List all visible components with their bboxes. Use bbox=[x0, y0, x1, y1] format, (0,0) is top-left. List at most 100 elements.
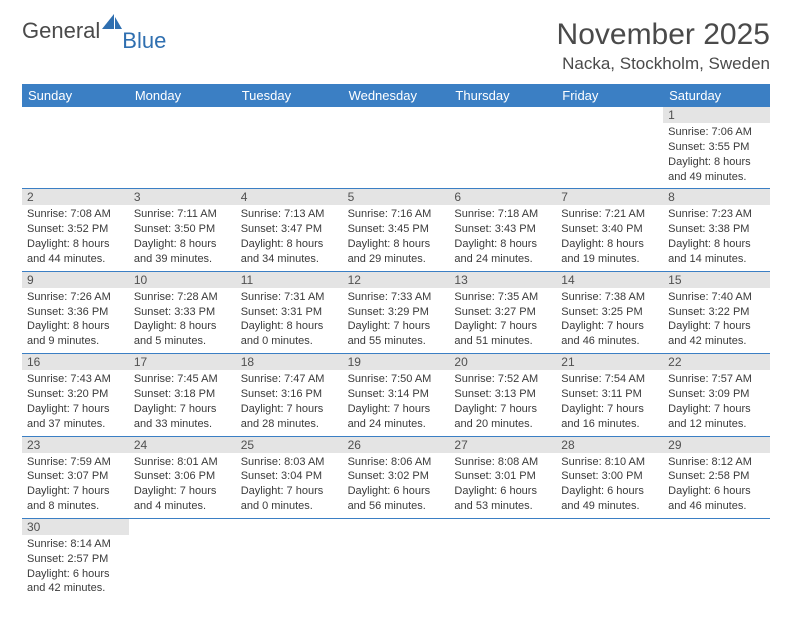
sunset-text: Sunset: 3:52 PM bbox=[27, 222, 124, 237]
sunrise-text: Sunrise: 8:08 AM bbox=[454, 455, 551, 470]
sunset-text: Sunset: 3:33 PM bbox=[134, 305, 231, 320]
day-number: 24 bbox=[129, 437, 236, 453]
day-details: Sunrise: 8:14 AMSunset: 2:57 PMDaylight:… bbox=[22, 535, 129, 600]
day-details: Sunrise: 7:35 AMSunset: 3:27 PMDaylight:… bbox=[449, 288, 556, 353]
daylight-text: Daylight: 7 hours and 33 minutes. bbox=[134, 402, 231, 432]
day-cell: 12Sunrise: 7:33 AMSunset: 3:29 PMDayligh… bbox=[343, 272, 450, 353]
day-cell: 8Sunrise: 7:23 AMSunset: 3:38 PMDaylight… bbox=[663, 189, 770, 270]
sunrise-text: Sunrise: 7:35 AM bbox=[454, 290, 551, 305]
sunrise-text: Sunrise: 7:47 AM bbox=[241, 372, 338, 387]
day-cell: 16Sunrise: 7:43 AMSunset: 3:20 PMDayligh… bbox=[22, 354, 129, 435]
daylight-text: Daylight: 7 hours and 12 minutes. bbox=[668, 402, 765, 432]
location-label: Nacka, Stockholm, Sweden bbox=[557, 54, 770, 74]
day-number: 4 bbox=[236, 189, 343, 205]
sunset-text: Sunset: 3:20 PM bbox=[27, 387, 124, 402]
day-number: 9 bbox=[22, 272, 129, 288]
daylight-text: Daylight: 6 hours and 53 minutes. bbox=[454, 484, 551, 514]
daylight-text: Daylight: 8 hours and 34 minutes. bbox=[241, 237, 338, 267]
daylight-text: Daylight: 6 hours and 56 minutes. bbox=[348, 484, 445, 514]
daylight-text: Daylight: 7 hours and 24 minutes. bbox=[348, 402, 445, 432]
day-cell bbox=[343, 519, 450, 600]
sunset-text: Sunset: 3:29 PM bbox=[348, 305, 445, 320]
day-number: 6 bbox=[449, 189, 556, 205]
day-details: Sunrise: 7:57 AMSunset: 3:09 PMDaylight:… bbox=[663, 370, 770, 435]
day-cell bbox=[556, 519, 663, 600]
day-header: Wednesday bbox=[343, 84, 450, 107]
sunrise-text: Sunrise: 7:06 AM bbox=[668, 125, 765, 140]
day-cell bbox=[449, 519, 556, 600]
daylight-text: Daylight: 8 hours and 24 minutes. bbox=[454, 237, 551, 267]
day-number: 20 bbox=[449, 354, 556, 370]
sunrise-text: Sunrise: 7:54 AM bbox=[561, 372, 658, 387]
daylight-text: Daylight: 8 hours and 9 minutes. bbox=[27, 319, 124, 349]
day-number: 8 bbox=[663, 189, 770, 205]
day-number: 10 bbox=[129, 272, 236, 288]
day-details: Sunrise: 7:47 AMSunset: 3:16 PMDaylight:… bbox=[236, 370, 343, 435]
sunset-text: Sunset: 3:25 PM bbox=[561, 305, 658, 320]
day-cell: 28Sunrise: 8:10 AMSunset: 3:00 PMDayligh… bbox=[556, 437, 663, 518]
day-cell bbox=[663, 519, 770, 600]
day-details: Sunrise: 7:08 AMSunset: 3:52 PMDaylight:… bbox=[22, 205, 129, 270]
day-cell: 24Sunrise: 8:01 AMSunset: 3:06 PMDayligh… bbox=[129, 437, 236, 518]
daylight-text: Daylight: 7 hours and 55 minutes. bbox=[348, 319, 445, 349]
day-cell bbox=[236, 107, 343, 188]
sunrise-text: Sunrise: 7:33 AM bbox=[348, 290, 445, 305]
sunset-text: Sunset: 2:57 PM bbox=[27, 552, 124, 567]
day-details: Sunrise: 7:52 AMSunset: 3:13 PMDaylight:… bbox=[449, 370, 556, 435]
day-cell: 21Sunrise: 7:54 AMSunset: 3:11 PMDayligh… bbox=[556, 354, 663, 435]
sunset-text: Sunset: 3:14 PM bbox=[348, 387, 445, 402]
sunset-text: Sunset: 3:04 PM bbox=[241, 469, 338, 484]
day-number: 21 bbox=[556, 354, 663, 370]
daylight-text: Daylight: 6 hours and 49 minutes. bbox=[561, 484, 658, 514]
day-cell bbox=[129, 519, 236, 600]
day-details: Sunrise: 8:08 AMSunset: 3:01 PMDaylight:… bbox=[449, 453, 556, 518]
day-details: Sunrise: 7:23 AMSunset: 3:38 PMDaylight:… bbox=[663, 205, 770, 270]
day-number: 14 bbox=[556, 272, 663, 288]
logo-text-blue: Blue bbox=[122, 28, 166, 54]
sunset-text: Sunset: 3:13 PM bbox=[454, 387, 551, 402]
day-details: Sunrise: 7:21 AMSunset: 3:40 PMDaylight:… bbox=[556, 205, 663, 270]
day-cell: 23Sunrise: 7:59 AMSunset: 3:07 PMDayligh… bbox=[22, 437, 129, 518]
day-cell bbox=[556, 107, 663, 188]
sunrise-text: Sunrise: 7:28 AM bbox=[134, 290, 231, 305]
month-title: November 2025 bbox=[557, 18, 770, 52]
sunrise-text: Sunrise: 7:16 AM bbox=[348, 207, 445, 222]
sunset-text: Sunset: 3:16 PM bbox=[241, 387, 338, 402]
day-cell: 17Sunrise: 7:45 AMSunset: 3:18 PMDayligh… bbox=[129, 354, 236, 435]
title-block: November 2025 Nacka, Stockholm, Sweden bbox=[557, 18, 770, 74]
day-number: 29 bbox=[663, 437, 770, 453]
day-cell bbox=[236, 519, 343, 600]
day-details: Sunrise: 7:13 AMSunset: 3:47 PMDaylight:… bbox=[236, 205, 343, 270]
daylight-text: Daylight: 8 hours and 44 minutes. bbox=[27, 237, 124, 267]
sunrise-text: Sunrise: 7:31 AM bbox=[241, 290, 338, 305]
sunset-text: Sunset: 3:38 PM bbox=[668, 222, 765, 237]
sunrise-text: Sunrise: 8:03 AM bbox=[241, 455, 338, 470]
sunrise-text: Sunrise: 7:52 AM bbox=[454, 372, 551, 387]
sunrise-text: Sunrise: 8:01 AM bbox=[134, 455, 231, 470]
sunset-text: Sunset: 3:45 PM bbox=[348, 222, 445, 237]
day-details: Sunrise: 7:31 AMSunset: 3:31 PMDaylight:… bbox=[236, 288, 343, 353]
day-cell: 18Sunrise: 7:47 AMSunset: 3:16 PMDayligh… bbox=[236, 354, 343, 435]
day-cell: 29Sunrise: 8:12 AMSunset: 2:58 PMDayligh… bbox=[663, 437, 770, 518]
sunset-text: Sunset: 3:27 PM bbox=[454, 305, 551, 320]
sunset-text: Sunset: 3:11 PM bbox=[561, 387, 658, 402]
day-details: Sunrise: 8:03 AMSunset: 3:04 PMDaylight:… bbox=[236, 453, 343, 518]
day-number: 19 bbox=[343, 354, 450, 370]
header: General Blue November 2025 Nacka, Stockh… bbox=[22, 18, 770, 74]
day-cell: 10Sunrise: 7:28 AMSunset: 3:33 PMDayligh… bbox=[129, 272, 236, 353]
day-cell: 9Sunrise: 7:26 AMSunset: 3:36 PMDaylight… bbox=[22, 272, 129, 353]
day-number: 16 bbox=[22, 354, 129, 370]
sunrise-text: Sunrise: 7:08 AM bbox=[27, 207, 124, 222]
daylight-text: Daylight: 7 hours and 37 minutes. bbox=[27, 402, 124, 432]
sunset-text: Sunset: 3:43 PM bbox=[454, 222, 551, 237]
sunset-text: Sunset: 3:47 PM bbox=[241, 222, 338, 237]
day-details: Sunrise: 7:16 AMSunset: 3:45 PMDaylight:… bbox=[343, 205, 450, 270]
day-cell: 25Sunrise: 8:03 AMSunset: 3:04 PMDayligh… bbox=[236, 437, 343, 518]
daylight-text: Daylight: 7 hours and 20 minutes. bbox=[454, 402, 551, 432]
daylight-text: Daylight: 8 hours and 29 minutes. bbox=[348, 237, 445, 267]
day-details: Sunrise: 7:28 AMSunset: 3:33 PMDaylight:… bbox=[129, 288, 236, 353]
day-details: Sunrise: 7:59 AMSunset: 3:07 PMDaylight:… bbox=[22, 453, 129, 518]
daylight-text: Daylight: 7 hours and 4 minutes. bbox=[134, 484, 231, 514]
logo: General Blue bbox=[22, 18, 168, 44]
calendar: SundayMondayTuesdayWednesdayThursdayFrid… bbox=[22, 84, 770, 600]
